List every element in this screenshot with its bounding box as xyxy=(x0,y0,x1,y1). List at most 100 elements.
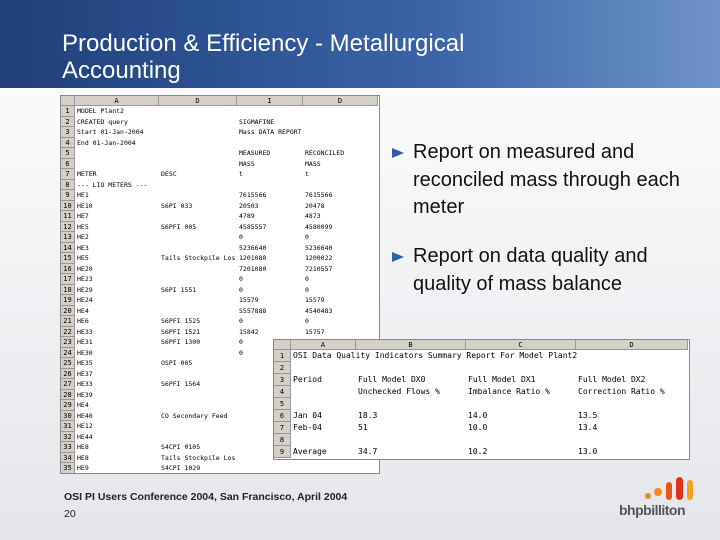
cell: HE37 xyxy=(77,369,93,378)
column-header: B xyxy=(356,340,466,350)
row-header: 8 xyxy=(61,179,75,190)
cell: HE30 xyxy=(77,348,93,357)
cell: 15579 xyxy=(305,296,325,304)
cell: HE4 xyxy=(77,401,89,409)
cell: 5236640 xyxy=(305,243,333,252)
cell: HE20 xyxy=(77,264,93,273)
cell: HE12 xyxy=(77,422,93,430)
cell: 7201080 xyxy=(239,264,267,273)
row-header: 34 xyxy=(61,452,75,463)
cell: 0 xyxy=(239,275,243,283)
row-header: 9 xyxy=(274,446,291,458)
row-header: 23 xyxy=(61,337,75,348)
row-header: 2 xyxy=(274,362,291,374)
cell: HE33 xyxy=(77,380,93,388)
cell: HE39 xyxy=(77,390,93,399)
cell: HE7 xyxy=(77,212,89,220)
cell: HE6 xyxy=(77,317,89,325)
cell: HE24 xyxy=(77,296,93,304)
cell: --- LIO METERS --- xyxy=(77,180,148,189)
cell: HE5 xyxy=(77,254,89,262)
row-header: 9 xyxy=(61,190,75,201)
cell: S4CPI 0105 xyxy=(161,443,201,451)
row-header: 18 xyxy=(61,284,75,295)
bullet-text: Report on measured and reconciled mass t… xyxy=(413,141,680,218)
row-header: 11 xyxy=(61,211,75,222)
row-header: 22 xyxy=(61,326,75,337)
bullet-text: Report on data quality and quality of ma… xyxy=(413,245,648,295)
cell: HE44 xyxy=(77,432,93,441)
cell: 13.0 xyxy=(578,447,598,456)
row-header: 4 xyxy=(274,386,291,398)
row-header: 16 xyxy=(61,263,75,274)
row-header: 20 xyxy=(61,305,75,316)
cell: SIGMAFINE xyxy=(239,117,275,126)
cell: HE23 xyxy=(77,275,93,283)
cell: HE9 xyxy=(77,464,89,472)
cell: HE8 xyxy=(77,453,89,462)
row-header: 3 xyxy=(274,374,291,386)
cell: S6PI 033 xyxy=(161,201,193,210)
row-header: 12 xyxy=(61,221,75,232)
bullet-arrow xyxy=(392,252,404,262)
cell: 10.2 xyxy=(468,447,488,456)
cell: OSI Data Quality Indicators Summary Repo… xyxy=(293,351,578,360)
footer: OSI PI Users Conference 2004, San Franci… xyxy=(64,491,348,503)
cell: 1200022 xyxy=(305,254,333,262)
cell: 0 xyxy=(239,285,243,294)
cell: 20478 xyxy=(305,201,325,210)
cell: CREATED query xyxy=(77,117,128,126)
row-header: 5 xyxy=(61,148,75,159)
page-number: 20 xyxy=(64,508,76,520)
cell: 13.4 xyxy=(578,423,598,432)
cell: S6PFI 1521 xyxy=(161,327,201,336)
row-header: 26 xyxy=(61,368,75,379)
cell: 0 xyxy=(305,275,309,283)
cell: METER xyxy=(77,170,97,178)
cell: OSPI 005 xyxy=(161,359,193,367)
column-header: A xyxy=(75,96,159,106)
column-header: I xyxy=(237,96,303,106)
cell: 20503 xyxy=(239,201,259,210)
row-header: 6 xyxy=(274,410,291,422)
cell: Imbalance Ratio % xyxy=(468,387,550,396)
cell: HE31 xyxy=(77,338,93,346)
row-header: 14 xyxy=(61,242,75,253)
row-header: 30 xyxy=(61,410,75,421)
cell: Average xyxy=(293,447,327,456)
row-header: 4 xyxy=(61,137,75,148)
cell: t xyxy=(305,170,309,178)
cell: HE5 xyxy=(77,222,89,231)
bullet-arrow xyxy=(392,148,404,158)
row-header: 21 xyxy=(61,316,75,327)
row-header: 2 xyxy=(61,116,75,127)
cell: HE33 xyxy=(77,327,93,336)
cell: 7615566 xyxy=(305,191,333,199)
row-header: 33 xyxy=(61,442,75,453)
row-header: 29 xyxy=(61,400,75,411)
cell: 5236640 xyxy=(239,243,267,252)
cell: 14.0 xyxy=(468,411,488,420)
cell: 7210557 xyxy=(305,264,333,273)
row-header: 10 xyxy=(61,200,75,211)
row-header: 7 xyxy=(274,422,291,434)
row-header: 6 xyxy=(61,158,75,169)
row-header: 17 xyxy=(61,274,75,285)
row-header: 25 xyxy=(61,358,75,369)
row-header: 15 xyxy=(61,253,75,264)
row-header: 31 xyxy=(61,421,75,432)
cell: Jan 04 xyxy=(293,411,322,420)
row-header: 5 xyxy=(274,398,291,410)
column-header: D xyxy=(576,340,688,350)
cell: Feb-04 xyxy=(293,423,322,432)
cell: 0 xyxy=(239,233,243,241)
cell: Mass DATA REPORT xyxy=(239,128,302,136)
slide-title: Production & Efficiency - Metallurgical … xyxy=(62,30,465,84)
cell: End 01-Jan-2004 xyxy=(77,138,136,147)
cell: S6PFI 1525 xyxy=(161,317,201,325)
cell: CO Secondary Feed xyxy=(161,411,228,420)
cell: MASS xyxy=(239,159,255,168)
cell: MODEL Plant2 xyxy=(77,107,124,115)
cell: S6PFI 1564 xyxy=(161,380,201,388)
row-header: 8 xyxy=(274,434,291,446)
